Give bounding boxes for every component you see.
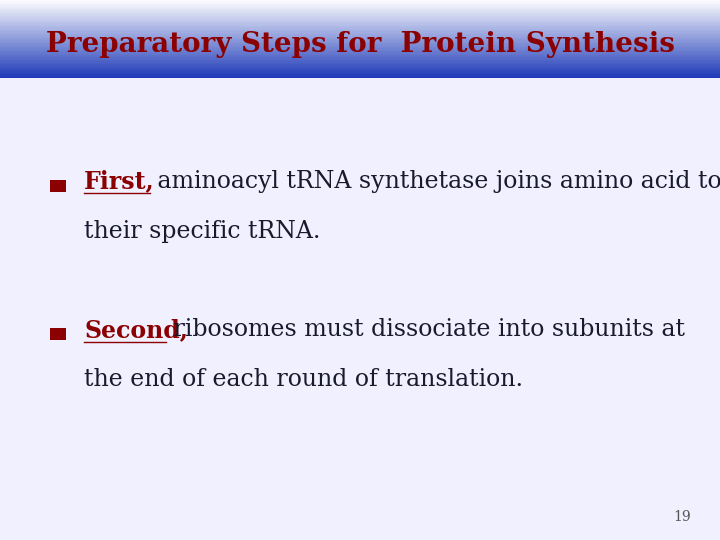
Bar: [0, 67, 720, 69]
Bar: [0, 58, 720, 60]
Bar: [0, 52, 720, 55]
Bar: [0, 38, 720, 40]
Text: ribosomes must dissociate into subunits at: ribosomes must dissociate into subunits …: [166, 319, 685, 341]
Bar: [0, 0, 720, 3]
Text: Second,: Second,: [84, 318, 188, 342]
Bar: [0, 49, 720, 51]
Bar: [0, 70, 720, 72]
Bar: [0, 6, 720, 9]
Bar: [0, 25, 720, 28]
Bar: [0, 30, 720, 32]
Bar: [0, 39, 720, 42]
Bar: [0, 34, 720, 37]
Text: First,: First,: [84, 170, 155, 193]
Bar: [50, 180, 66, 192]
Bar: [0, 0, 720, 1]
Bar: [0, 31, 720, 34]
Bar: [0, 24, 720, 26]
Bar: [0, 5, 720, 8]
Bar: [0, 45, 720, 47]
Bar: [0, 8, 720, 10]
Bar: [0, 54, 720, 56]
Bar: [0, 40, 720, 43]
Bar: [0, 20, 720, 22]
Text: aminoacyl tRNA synthetase joins amino acid to: aminoacyl tRNA synthetase joins amino ac…: [150, 170, 720, 193]
Bar: [0, 26, 720, 29]
Bar: [0, 14, 720, 16]
Bar: [0, 75, 720, 77]
Bar: [0, 29, 720, 31]
Bar: [0, 51, 720, 53]
Bar: [0, 63, 720, 65]
Bar: [0, 43, 720, 46]
Bar: [0, 76, 720, 78]
Bar: [0, 18, 720, 21]
Bar: [0, 73, 720, 76]
Bar: [0, 72, 720, 75]
Bar: [0, 9, 720, 12]
Bar: [0, 60, 720, 63]
Bar: [0, 12, 720, 15]
Bar: [0, 47, 720, 50]
Bar: [0, 37, 720, 39]
Bar: [0, 11, 720, 13]
Bar: [0, 71, 720, 73]
Bar: [50, 328, 66, 340]
Bar: [0, 21, 720, 23]
Text: 19: 19: [674, 510, 691, 524]
Bar: [0, 64, 720, 66]
Bar: [0, 28, 720, 30]
Bar: [0, 36, 720, 38]
Bar: [0, 68, 720, 71]
Text: their specific tRNA.: their specific tRNA.: [84, 220, 320, 242]
Bar: [0, 33, 720, 35]
Bar: [0, 4, 720, 6]
Bar: [0, 50, 720, 52]
Text: Preparatory Steps for  Protein Synthesis: Preparatory Steps for Protein Synthesis: [45, 31, 675, 58]
Bar: [0, 55, 720, 57]
Bar: [0, 46, 720, 48]
Bar: [0, 42, 720, 44]
Bar: [0, 17, 720, 19]
Bar: [0, 65, 720, 68]
Bar: [0, 16, 720, 18]
Bar: [0, 62, 720, 64]
Text: the end of each round of translation.: the end of each round of translation.: [84, 368, 523, 391]
Bar: [0, 23, 720, 25]
Bar: [0, 59, 720, 62]
Bar: [0, 56, 720, 59]
Bar: [0, 3, 720, 5]
Bar: [0, 2, 720, 4]
Bar: [0, 15, 720, 17]
